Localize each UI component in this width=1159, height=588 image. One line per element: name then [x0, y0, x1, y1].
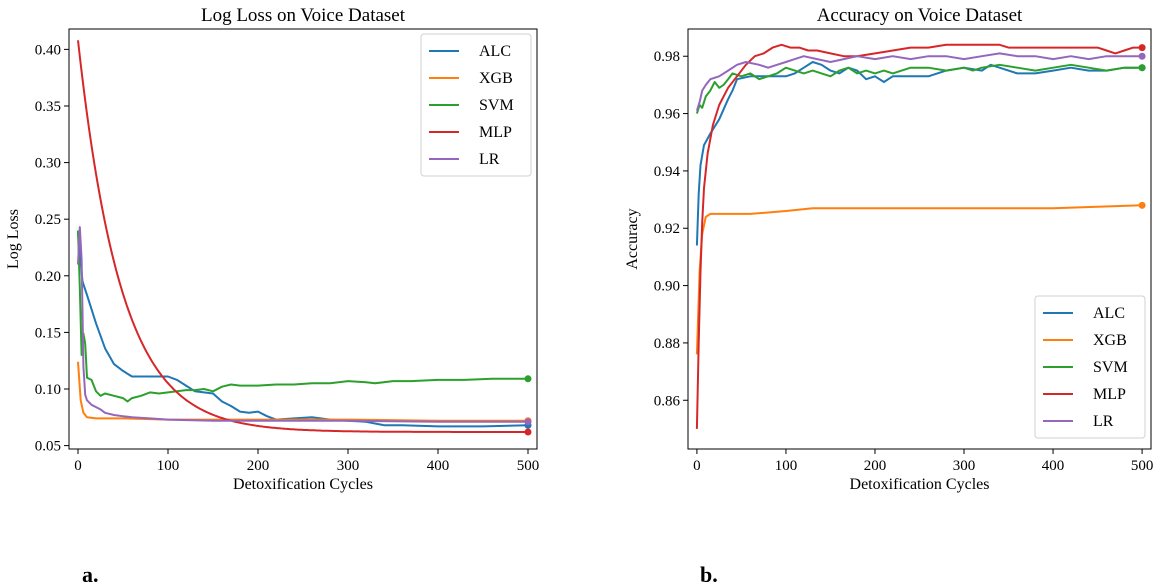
series-line-mlp	[695, 43, 1143, 429]
panel-label-b: b.	[700, 562, 718, 587]
y-tick-label: 0.98	[654, 49, 680, 65]
x-tick-label: 0	[693, 458, 701, 474]
y-tick-label: 0.15	[35, 325, 61, 341]
chart-panel-1: Accuracy on Voice Dataset 0 100 200 300 400 50…	[624, 5, 1153, 493]
x-tick-label: 400	[427, 458, 450, 474]
legend: ALC XGB SVM MLP LR	[1034, 295, 1146, 439]
y-tick-label: 0.88	[654, 336, 680, 352]
panel-label-a: a.	[82, 562, 99, 587]
series-line-lr	[695, 52, 1143, 111]
x-tick-label: 300	[337, 458, 360, 474]
series-line-svm	[695, 63, 1143, 114]
y-tick-label: 0.30	[35, 156, 61, 172]
series-line-mlp	[77, 40, 528, 433]
x-tick-label: 500	[1131, 458, 1154, 474]
legend-label-lr: LR	[479, 151, 500, 168]
legend-label-lr: LR	[1093, 413, 1114, 430]
legend-label-alc: ALC	[1093, 305, 1125, 322]
legend-label-xgb: XGB	[1093, 332, 1127, 349]
x-axis-label: Detoxification Cycles	[850, 476, 990, 493]
legend-box	[420, 33, 532, 177]
series-endpoint-svm	[524, 375, 532, 383]
series-endpoint-xgb	[1138, 201, 1146, 209]
series-line-svm	[77, 230, 528, 403]
y-tick-label: 0.90	[654, 279, 680, 295]
series-endpoint-svm	[1138, 64, 1146, 72]
x-tick-label: 0	[74, 458, 82, 474]
x-tick-label: 100	[775, 458, 798, 474]
chart-title: Log Loss on Voice Dataset	[201, 5, 406, 26]
legend: ALC XGB SVM MLP LR	[420, 33, 532, 177]
y-tick-label: 0.10	[35, 382, 61, 398]
legend-label-mlp: MLP	[479, 124, 512, 141]
legend-label-mlp: MLP	[1093, 386, 1126, 403]
axes-frame	[68, 28, 538, 450]
series-endpoint-lr	[524, 418, 532, 426]
y-tick-label: 0.25	[35, 212, 61, 228]
y-tick-label: 0.40	[35, 42, 61, 58]
y-tick-label: 0.86	[654, 393, 681, 409]
legend-label-svm: SVM	[479, 97, 514, 114]
x-tick-label: 400	[1042, 458, 1065, 474]
x-tick-label: 300	[953, 458, 976, 474]
legend-label-xgb: XGB	[479, 70, 513, 87]
y-tick-label: 0.05	[35, 439, 61, 455]
series-endpoint-mlp	[1138, 44, 1146, 52]
x-tick-label: 200	[864, 458, 887, 474]
x-axis-label: Detoxification Cycles	[233, 476, 373, 493]
chart-panel-0: Log Loss on Voice Dataset 0 100 200 300 400 50…	[5, 5, 539, 493]
y-tick-label: 0.35	[35, 99, 61, 115]
series-endpoint-lr	[1138, 52, 1146, 60]
x-tick-label: 100	[157, 458, 180, 474]
y-tick-label: 0.20	[35, 269, 61, 285]
x-tick-label: 200	[247, 458, 270, 474]
series-line-alc	[695, 61, 1143, 246]
series-line-alc	[77, 232, 529, 428]
legend-label-svm: SVM	[1093, 359, 1128, 376]
y-axis-label: Log Loss	[5, 209, 22, 269]
series-line-lr	[77, 226, 528, 423]
y-tick-label: 0.92	[654, 221, 680, 237]
legend-box	[1034, 295, 1146, 439]
chart-title: Accuracy on Voice Dataset	[817, 5, 1023, 26]
axes-frame	[687, 28, 1152, 450]
series-endpoint-mlp	[524, 428, 532, 436]
y-axis-label: Accuracy	[624, 208, 641, 269]
y-tick-label: 0.96	[654, 107, 681, 123]
legend-label-alc: ALC	[479, 43, 511, 60]
series-line-xgb	[77, 361, 528, 422]
y-tick-label: 0.94	[654, 164, 681, 180]
x-tick-label: 500	[517, 458, 540, 474]
